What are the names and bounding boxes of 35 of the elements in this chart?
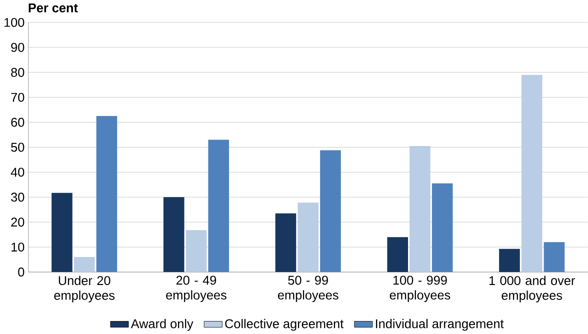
bar — [52, 192, 72, 272]
legend-label: Award only — [130, 318, 194, 331]
y-tick-label: 10 — [12, 242, 24, 252]
y-tick-label: 80 — [11, 68, 24, 77]
y-axis-title: Per cent — [28, 4, 78, 12]
y-tick-label: 30 — [11, 192, 24, 202]
bar — [499, 248, 520, 272]
bar — [275, 213, 296, 272]
y-tick-label: 40 — [10, 168, 24, 177]
x-tick-label: 1 000 and over employees — [489, 276, 575, 302]
bar — [298, 202, 319, 272]
bar — [521, 74, 542, 272]
bar — [186, 230, 207, 272]
x-tick-label: 20 - 49 employees — [166, 276, 226, 302]
bar — [74, 257, 95, 272]
x-tick-label: Under 20 employees — [54, 276, 115, 302]
legend-label: Collective agreement — [225, 318, 344, 331]
bar — [544, 242, 565, 272]
bar — [432, 183, 453, 272]
bar — [208, 140, 230, 272]
x-tick-label: 50 - 99 employees — [278, 276, 338, 302]
bar — [320, 150, 341, 272]
y-tick-label: 70 — [11, 92, 24, 102]
x-tick-label: 100 - 999 employees — [390, 276, 450, 302]
y-tick-label: 100 — [4, 18, 24, 27]
y-tick-label: 0 — [18, 268, 24, 277]
y-tick-label: 60 — [11, 118, 24, 127]
legend-label: Individual arrangement — [376, 318, 504, 331]
y-tick-label: 20 — [11, 218, 24, 227]
y-tick-label: 50 — [11, 142, 24, 152]
bar — [410, 146, 430, 272]
bar — [96, 116, 118, 272]
bar — [163, 197, 184, 272]
bar — [387, 237, 408, 272]
y-tick-label: 90 — [11, 42, 24, 52]
